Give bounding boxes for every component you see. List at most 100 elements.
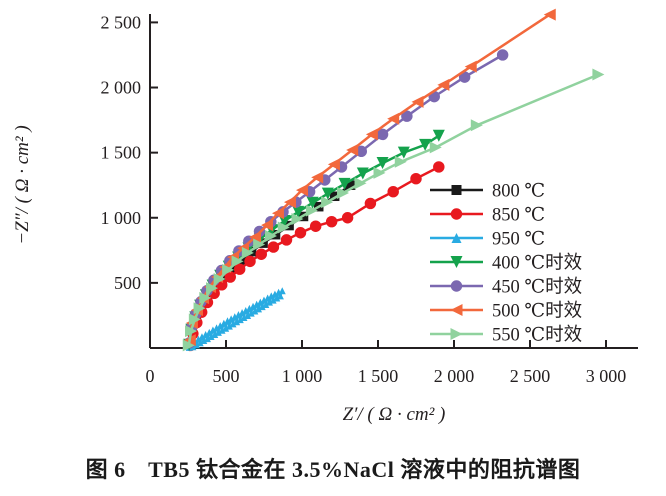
- triangle-right-marker: [182, 339, 195, 352]
- circle-marker: [433, 161, 445, 173]
- triangle-right-marker: [470, 119, 483, 132]
- legend-item: 850 ℃: [430, 206, 545, 226]
- triangle-down-marker: [419, 138, 432, 151]
- circle-marker: [387, 185, 399, 198]
- triangle-down-marker: [321, 187, 334, 200]
- triangle-up-marker: [225, 322, 233, 330]
- triangle-up-marker: [193, 341, 201, 349]
- triangle-down-icon: [450, 256, 463, 268]
- y-tick-label: 1 000: [101, 208, 142, 228]
- series-line: [188, 184, 352, 345]
- square-marker: [345, 180, 356, 190]
- series-7: [182, 68, 605, 352]
- triangle-down-marker: [432, 129, 445, 142]
- triangle-right-marker: [231, 255, 244, 268]
- x-tick-label: 2 000: [434, 366, 475, 386]
- legend-item: 450 ℃时效: [430, 277, 582, 298]
- legend: 800 ℃ 850 ℃ 950 ℃ 400 ℃时效 450 ℃时效 500 ℃时效 550 …: [430, 182, 582, 346]
- triangle-left-icon: [450, 304, 463, 316]
- triangle-up-marker: [269, 296, 277, 304]
- triangle-up-marker: [276, 292, 284, 300]
- triangle-left-marker: [346, 144, 359, 157]
- legend-label: 550 ℃时效: [492, 325, 582, 346]
- legend-item: 950 ℃: [430, 230, 545, 250]
- legend-item: 400 ℃时效: [430, 253, 582, 274]
- triangle-up-marker: [214, 328, 222, 336]
- circle-marker: [280, 234, 293, 246]
- triangle-right-marker: [188, 313, 201, 326]
- x-tick-label: 0: [146, 366, 155, 386]
- series-5: [183, 49, 509, 349]
- triangle-right-marker: [592, 68, 605, 81]
- triangle-up-marker: [196, 339, 204, 347]
- triangle-up-marker: [203, 335, 211, 343]
- triangle-right-marker: [277, 221, 290, 234]
- square-marker: [329, 191, 340, 202]
- triangle-right-icon: [450, 328, 463, 340]
- circle-marker: [224, 271, 236, 283]
- triangle-left-marker: [271, 207, 284, 220]
- triangle-right-marker: [241, 246, 254, 259]
- y-axis-title: −Z″/ ( Ω · cm² ): [12, 125, 33, 244]
- triangle-down-marker: [356, 167, 369, 180]
- triangle-up-marker: [273, 294, 281, 302]
- triangle-up-marker: [255, 305, 263, 313]
- triangle-up-marker: [207, 333, 215, 341]
- triangle-right-marker: [199, 291, 212, 304]
- figure-caption: 图 6 TB5 钛合金在 3.5%NaCl 溶液中的阻抗谱图: [85, 457, 581, 482]
- triangle-up-marker: [211, 330, 219, 338]
- triangle-up-marker: [229, 320, 237, 328]
- series-1: [184, 180, 356, 350]
- legend-label: 400 ℃时效: [492, 253, 582, 274]
- x-tick-label: 1 000: [282, 366, 323, 386]
- triangle-left-marker: [387, 112, 400, 125]
- triangle-down-marker: [376, 157, 389, 170]
- circle-marker: [309, 220, 322, 232]
- circle-marker: [364, 197, 377, 210]
- triangle-down-marker: [338, 177, 351, 190]
- y-tick-label: 2 500: [101, 12, 142, 32]
- triangle-up-marker: [218, 326, 226, 334]
- x-tick-label: 1 500: [358, 366, 399, 386]
- nyquist-chart: 0 500 1 000 1 500 2 000 2 500 3 000 500 1 000 1 5…: [12, 8, 638, 425]
- triangle-up-marker: [236, 316, 244, 324]
- legend-item: 800 ℃: [430, 182, 545, 202]
- circle-marker: [233, 263, 246, 275]
- circle-icon: [450, 208, 463, 220]
- triangle-right-marker: [185, 325, 198, 338]
- triangle-right-marker: [222, 263, 235, 276]
- triangle-up-marker: [240, 314, 248, 322]
- triangle-up-marker: [278, 287, 286, 295]
- triangle-left-marker: [261, 219, 274, 232]
- x-tick-label: 500: [213, 366, 240, 386]
- y-tick-label: 500: [114, 273, 141, 293]
- triangle-right-marker: [305, 204, 318, 217]
- triangle-left-marker: [327, 158, 340, 171]
- circle-marker: [267, 241, 280, 253]
- triangle-right-marker: [206, 282, 219, 295]
- series-line: [187, 134, 440, 345]
- legend-item: 500 ℃时效: [430, 301, 582, 322]
- square-marker: [270, 229, 281, 240]
- triangle-up-marker: [200, 336, 208, 344]
- circle-marker: [410, 172, 422, 185]
- square-icon: [451, 185, 462, 195]
- series-line: [188, 53, 504, 343]
- x-tick-label: 3 000: [586, 366, 627, 386]
- triangle-up-marker: [258, 303, 266, 311]
- triangle-right-marker: [373, 166, 386, 179]
- series-3: [185, 287, 286, 351]
- circle-marker: [376, 128, 389, 141]
- circle-marker: [294, 227, 307, 239]
- circle-marker: [355, 145, 367, 158]
- triangle-right-marker: [213, 272, 226, 285]
- triangle-left-marker: [249, 231, 262, 244]
- triangle-up-marker: [251, 307, 259, 315]
- circle-marker: [325, 215, 338, 228]
- triangle-down-marker: [306, 196, 319, 209]
- circle-marker: [401, 110, 413, 122]
- triangle-up-marker: [222, 324, 230, 332]
- circle-marker: [458, 71, 471, 83]
- series-4: [183, 129, 445, 351]
